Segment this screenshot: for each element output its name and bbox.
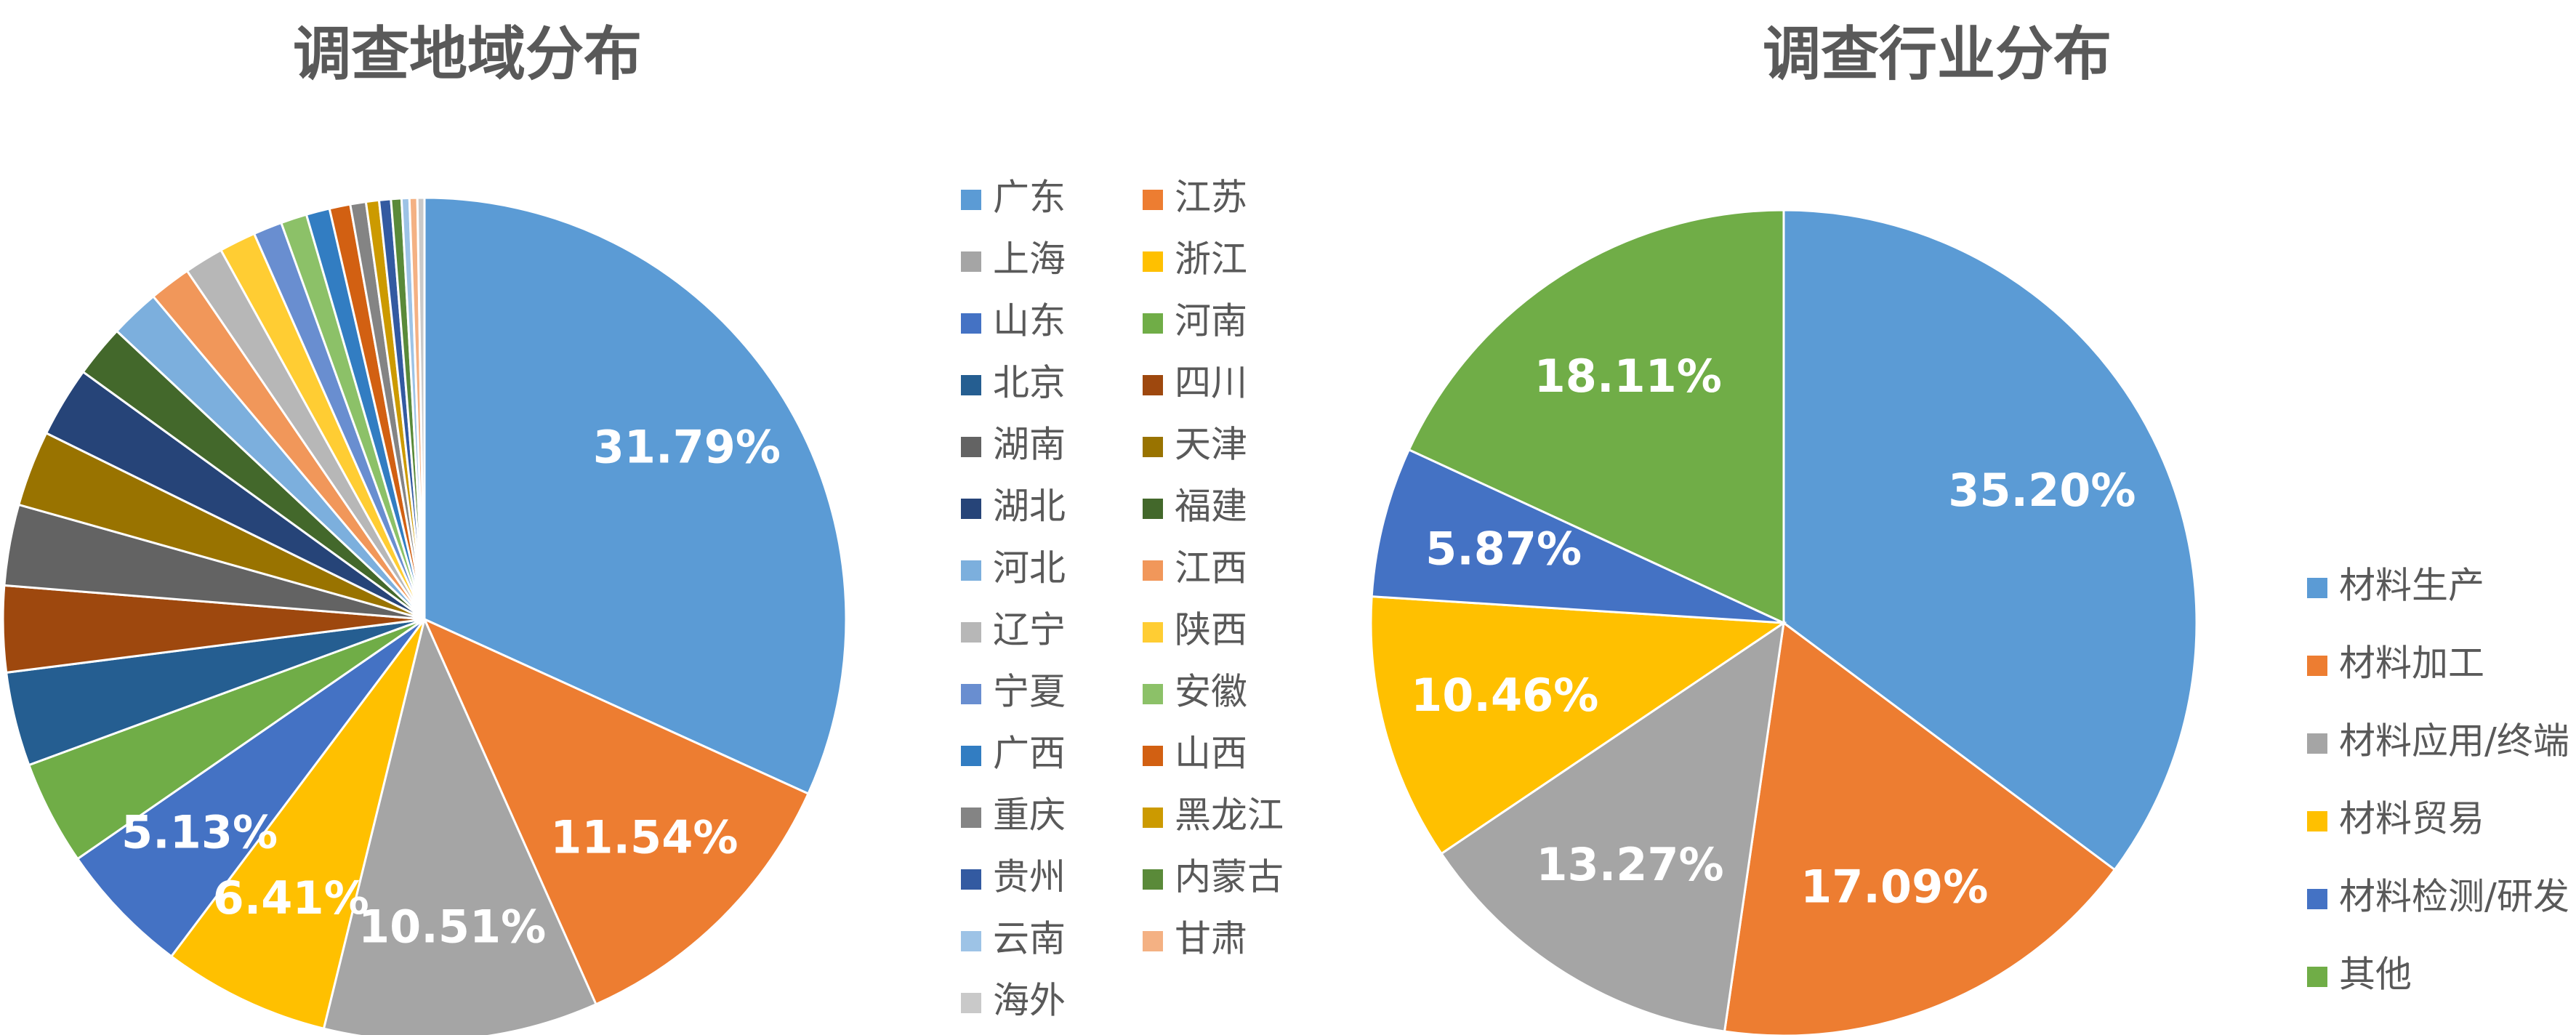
legend-swatch	[1143, 931, 1163, 951]
legend-swatch	[961, 808, 981, 828]
legend-swatch	[961, 437, 981, 457]
legend-swatch	[961, 251, 981, 272]
legend-swatch	[961, 684, 981, 704]
legend-swatch	[2307, 656, 2327, 676]
legend-label: 湖北	[993, 486, 1066, 528]
legend-swatch	[961, 622, 981, 643]
legend-label: 广东	[993, 177, 1066, 219]
legend-swatch	[1143, 746, 1163, 766]
legend-swatch	[2307, 578, 2327, 598]
legend-swatch	[2307, 967, 2327, 987]
pie-slice	[1370, 448, 1784, 624]
legend-swatch	[961, 313, 981, 334]
pie-slice	[1723, 621, 2117, 1035]
legend-swatch	[1143, 313, 1163, 334]
legend-label: 浙江	[1175, 238, 1247, 281]
legend-swatch	[1143, 622, 1163, 643]
legend-label: 广西	[993, 733, 1066, 775]
legend-label: 贵州	[993, 856, 1066, 898]
legend-label: 材料加工	[2339, 643, 2484, 685]
legend-swatch	[1143, 499, 1163, 519]
legend-label: 湖南	[993, 424, 1066, 466]
chart-title: 调查地域分布	[293, 20, 642, 88]
legend-label: 北京	[993, 362, 1066, 404]
legend-label: 河南	[1175, 300, 1247, 342]
legend-swatch	[1143, 869, 1163, 890]
legend-label: 山西	[1175, 733, 1247, 775]
legend-label: 陕西	[1175, 609, 1247, 651]
legend-label: 材料生产	[2339, 565, 2484, 607]
legend-swatch	[961, 931, 981, 951]
legend-swatch	[1143, 190, 1163, 210]
legend-label: 福建	[1175, 486, 1247, 528]
pie-slice	[1369, 595, 1787, 855]
legend-swatch	[961, 746, 981, 766]
legend-label: 天津	[1175, 424, 1247, 466]
data-label: 31.79%	[593, 421, 781, 474]
pie-slice	[76, 618, 426, 958]
legend-label: 材料贸易	[2339, 798, 2484, 840]
pie-slice	[422, 616, 810, 1006]
data-label: 5.87%	[1425, 522, 1582, 575]
legend-swatch	[1143, 560, 1163, 581]
legend-label: 黑龙江	[1175, 794, 1284, 837]
legend-label: 材料检测/研发	[2339, 876, 2569, 918]
data-label: 6.41%	[213, 871, 369, 925]
legend-label: 山东	[993, 300, 1066, 342]
legend-label: 辽宁	[993, 609, 1066, 651]
legend-swatch	[1143, 684, 1163, 704]
chart-title: 调查行业分布	[1763, 20, 2112, 88]
legend-swatch	[961, 560, 981, 581]
data-label: 35.20%	[1948, 464, 2136, 517]
legend-label: 其他	[2339, 954, 2412, 996]
pie-slice	[322, 616, 597, 1035]
legend-label: 材料应用/终端	[2339, 720, 2569, 762]
legend-swatch	[961, 499, 981, 519]
legend-label: 江苏	[1175, 177, 1247, 219]
legend-swatch	[1143, 808, 1163, 828]
legend-swatch	[1143, 375, 1163, 395]
pie-slice	[169, 619, 426, 1031]
data-label: 11.54%	[550, 811, 738, 864]
legend-label: 江西	[1175, 547, 1247, 589]
data-label: 13.27%	[1536, 838, 1723, 891]
legend-label: 甘肃	[1175, 918, 1247, 960]
legend-label: 内蒙古	[1175, 856, 1284, 898]
data-label: 5.13%	[121, 806, 278, 859]
legend-swatch	[2307, 889, 2327, 909]
legend-swatch	[961, 190, 981, 210]
pie-slice	[416, 196, 426, 620]
legend-swatch	[1143, 251, 1163, 272]
legend-swatch	[2307, 811, 2327, 831]
legend-swatch	[961, 869, 981, 890]
data-label: 10.46%	[1411, 669, 1598, 722]
data-label: 10.51%	[358, 901, 546, 954]
legend-label: 安徽	[1175, 671, 1247, 713]
legend-swatch	[961, 993, 981, 1013]
pie-slice	[1407, 209, 1785, 625]
legend-swatch	[2307, 733, 2327, 754]
legend-label: 海外	[993, 980, 1066, 1022]
legend-label: 上海	[993, 238, 1066, 281]
legend-label: 四川	[1175, 362, 1247, 404]
pie-slice	[423, 196, 848, 795]
pie-slice	[1439, 620, 1785, 1033]
legend-label: 河北	[993, 547, 1066, 589]
pie-slice	[1782, 209, 2198, 871]
legend-label: 宁夏	[993, 671, 1066, 713]
legend-swatch	[1143, 437, 1163, 457]
legend-swatch	[961, 375, 981, 395]
data-label: 18.11%	[1534, 350, 1722, 403]
legend-label: 重庆	[993, 794, 1066, 837]
legend-label: 云南	[993, 918, 1066, 960]
data-label: 17.09%	[1800, 860, 1988, 913]
